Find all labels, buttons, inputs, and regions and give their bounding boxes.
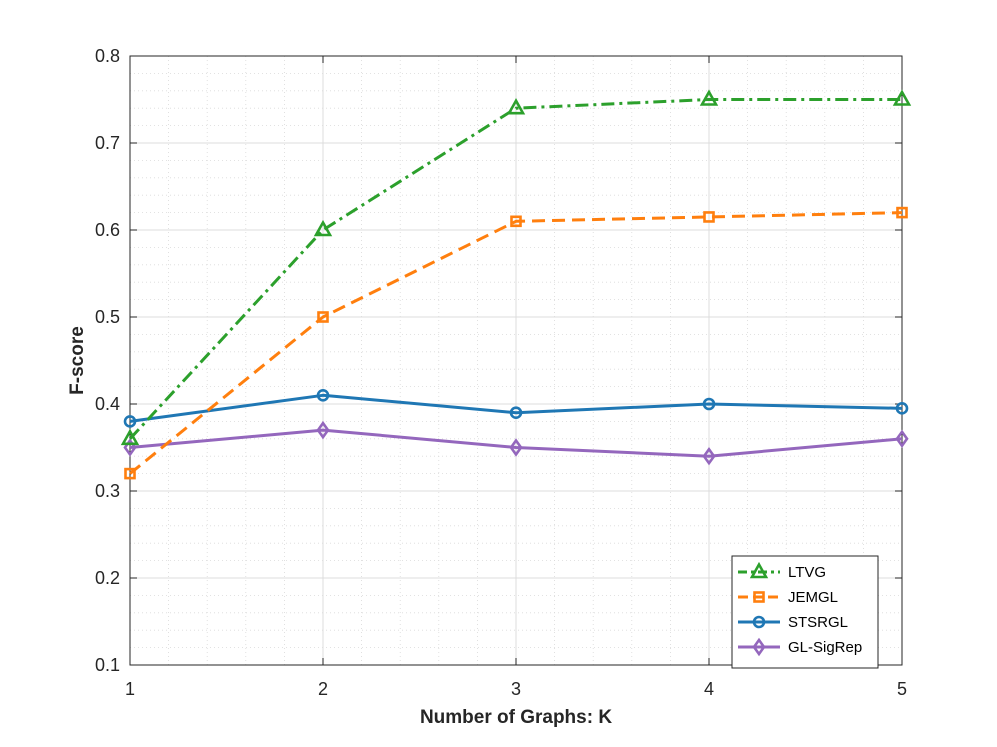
series-line-gl-sigrep (129, 428, 903, 458)
legend-marker (752, 637, 766, 657)
legend-label: JEMGL (788, 589, 838, 606)
series-jemgl (124, 206, 908, 480)
legend-marker (752, 615, 766, 629)
data-point-gl-sigrep (702, 446, 716, 466)
data-point-gl-sigrep (316, 420, 330, 440)
legend-marker (749, 561, 769, 579)
data-point-gl-sigrep (509, 438, 523, 457)
data-point-stsrgl (895, 402, 909, 415)
legend-label: LTVG (788, 564, 826, 581)
legend-entry-stsrgl: STSRGL (738, 614, 848, 631)
data-point-jemgl (896, 206, 908, 219)
y-tick-label: 0.4 (95, 394, 120, 414)
data-point-jemgl (317, 311, 329, 323)
data-point-jemgl (124, 467, 136, 480)
x-tick-label: 3 (511, 679, 521, 699)
legend-entry-ltvg: LTVG (738, 561, 826, 581)
x-tick-label: 4 (704, 679, 714, 699)
data-point-stsrgl (509, 406, 523, 420)
data-point-stsrgl (702, 397, 716, 411)
data-point-ltvg (892, 89, 912, 106)
y-tick-label: 0.3 (95, 481, 120, 501)
y-tick-label: 0.2 (95, 568, 120, 588)
series-line-ltvg (128, 98, 902, 440)
y-tick-label: 0.5 (95, 307, 120, 327)
series-layer (120, 89, 912, 480)
data-point-ltvg (313, 219, 333, 237)
data-point-stsrgl (123, 415, 137, 428)
series-line-stsrgl (129, 393, 903, 423)
y-tick-label: 0.7 (95, 133, 120, 153)
x-tick-label: 5 (897, 679, 907, 699)
x-tick-label: 1 (125, 679, 135, 699)
legend-entry-gl-sigrep: GL-SigRep (738, 637, 862, 657)
series-stsrgl (123, 388, 909, 428)
y-axis-title: F-score (67, 326, 88, 395)
data-point-jemgl (703, 211, 715, 223)
x-axis-title: Number of Graphs: K (420, 707, 612, 728)
y-tick-label: 0.8 (95, 46, 120, 66)
data-point-ltvg (120, 428, 140, 446)
axis-ticks: 1 2 3 4 5 0.1 0.2 0.3 0.4 0.5 0.6 0.7 0.8 (95, 46, 907, 699)
data-point-ltvg (699, 89, 719, 106)
legend-entry-jemgl: JEMGL (738, 589, 838, 606)
series-ltvg (120, 89, 912, 446)
y-tick-label: 0.6 (95, 220, 120, 240)
y-tick-label: 0.1 (95, 655, 120, 675)
legend-label: STSRGL (788, 614, 848, 631)
series-line-jemgl (129, 211, 903, 475)
series-gl-sigrep (123, 420, 909, 466)
legend-label: GL-SigRep (788, 639, 862, 656)
legend-marker (753, 591, 765, 603)
legend: LTVG JEMGL STSRGL GL-SigRep (731, 555, 879, 669)
x-tick-label: 2 (318, 679, 328, 699)
data-point-stsrgl (316, 388, 330, 402)
data-point-jemgl (510, 215, 522, 228)
data-point-ltvg (506, 98, 526, 115)
data-point-gl-sigrep (123, 438, 137, 457)
data-point-gl-sigrep (895, 429, 909, 449)
